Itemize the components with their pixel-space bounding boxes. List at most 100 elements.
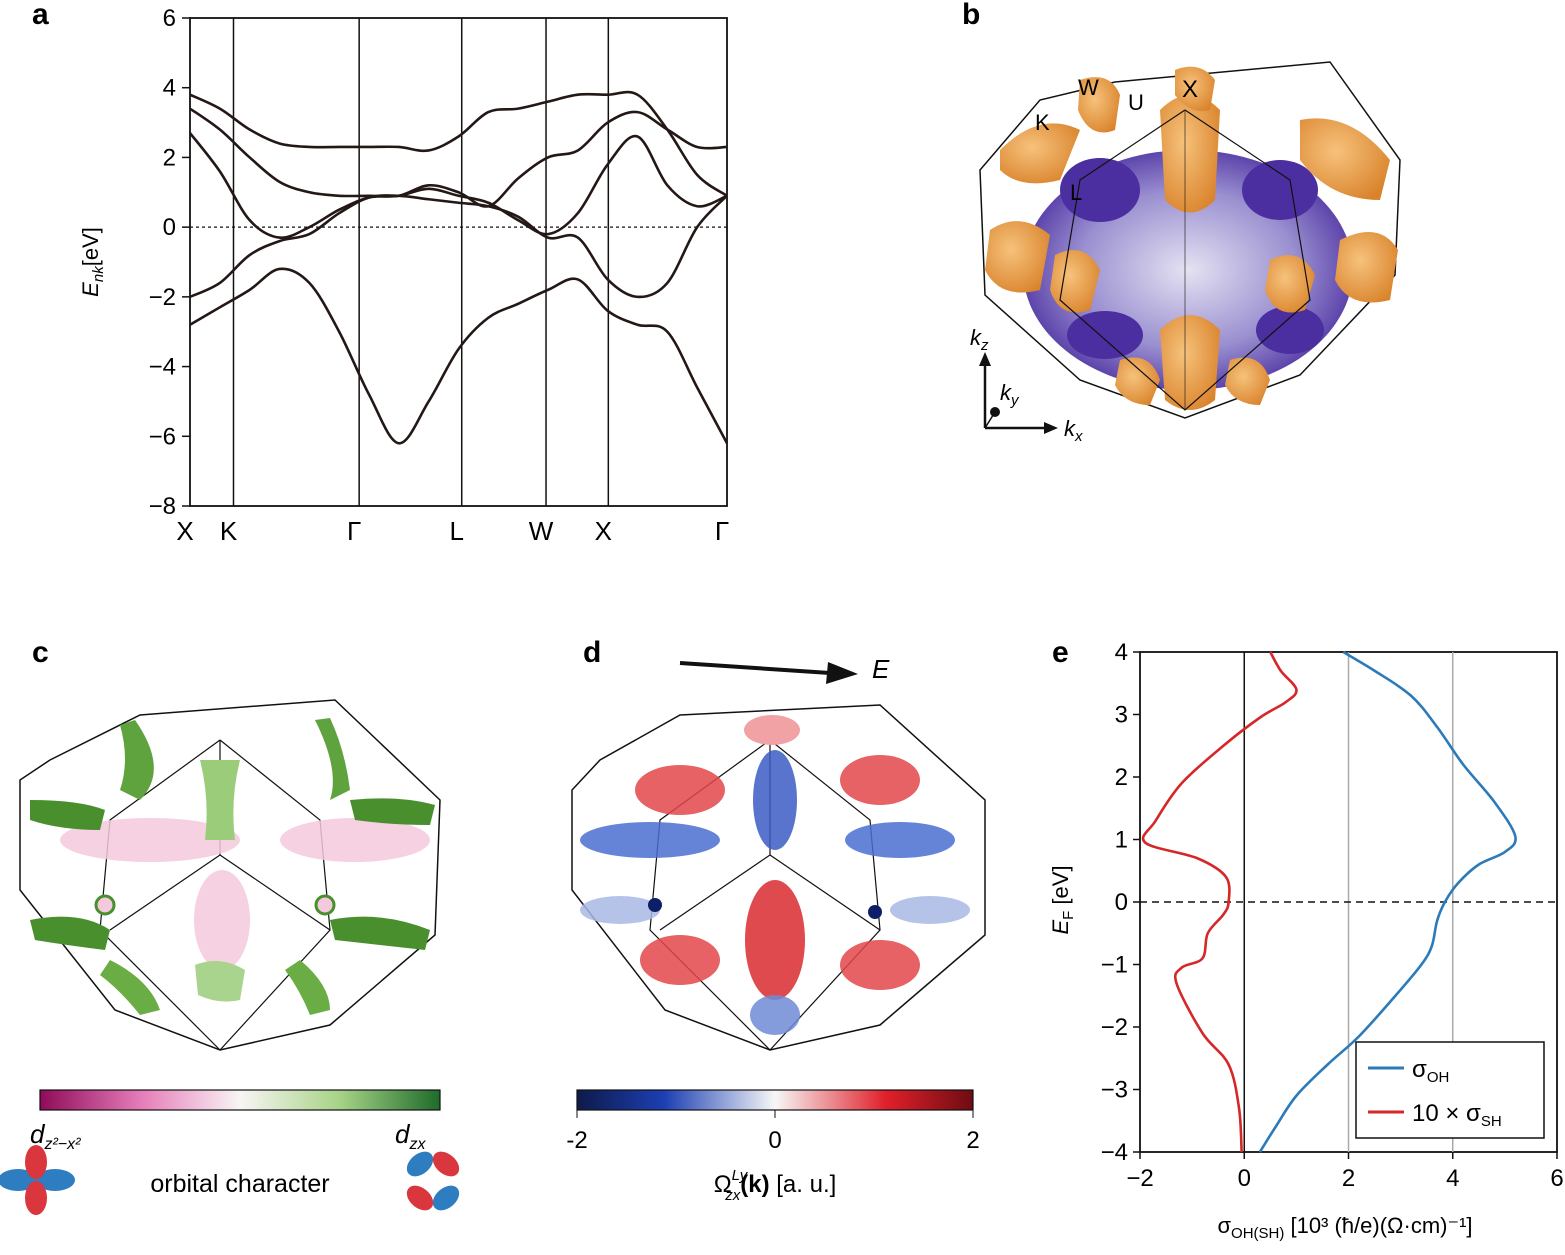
- brillouin-zone-outline: [979, 61, 1401, 419]
- orange-x-sheet: [1115, 357, 1160, 405]
- orbital-colorbar-bar: [39, 1089, 441, 1111]
- band-plot-frame: [189, 17, 728, 507]
- green-lobe: [285, 960, 330, 1015]
- orange-neck: [1160, 95, 1220, 213]
- band-y-tick-label: 2: [163, 144, 176, 171]
- dzx-orbital-icon: [406, 1151, 460, 1211]
- orange-x-sheet: [1335, 232, 1398, 303]
- bz-point-w: W: [1078, 75, 1099, 100]
- band-y-tick-label: −8: [149, 493, 176, 520]
- l-pocket: [1256, 306, 1324, 354]
- dark-pocket: [648, 898, 662, 912]
- bz-edge-d: [659, 854, 771, 931]
- green-lobe: [195, 961, 245, 1002]
- berry-tick-max: 2: [966, 1127, 979, 1154]
- bz-edge-c: [99, 739, 331, 1051]
- k-point-label: K: [220, 516, 238, 546]
- pink-lobe: [280, 818, 430, 862]
- pink-lobe: [194, 870, 250, 970]
- conductivity-x-tick-label: 6: [1550, 1165, 1563, 1192]
- band-y-tick-label: −4: [149, 354, 176, 381]
- conductivity-x-tick-label: −2: [1126, 1165, 1153, 1192]
- conductivity-y-tick-label: 2: [1115, 764, 1128, 791]
- pink-lobe: [60, 818, 240, 862]
- kz-arrowhead: [979, 352, 991, 366]
- electric-field-arrow: E: [679, 654, 890, 684]
- orange-neck: [1265, 255, 1315, 313]
- conductivity-y-tick-label: −3: [1101, 1077, 1128, 1104]
- band-y-tick-label: 0: [163, 214, 176, 241]
- dark-pocket: [868, 905, 882, 919]
- bz-point-x: X: [1182, 76, 1198, 103]
- berry-curvature-caption: ΩLy zx(k) [a. u.]: [714, 1167, 837, 1204]
- orange-x-sheet: [1000, 123, 1080, 184]
- orange-neck: [1050, 250, 1100, 313]
- legend-box: [1355, 1041, 1545, 1139]
- orange-x-sheet: [1300, 118, 1390, 200]
- orange-x-sheet: [1225, 357, 1270, 405]
- panel-label-c: c: [32, 636, 49, 669]
- conductivity-y-axis-label: EF [eV]: [1048, 865, 1077, 934]
- l-pocket: [1242, 160, 1318, 220]
- conductivity-plot: 4 3 2 1 0 −1 −2 −3 −4 −2 0 2 4 6 σOH 10 × σSH EF [eV…: [1048, 639, 1564, 1242]
- kx-arrowhead: [1044, 422, 1058, 434]
- k-point-label: W: [529, 516, 554, 546]
- conductivity-x-tick-label: 0: [1238, 1165, 1251, 1192]
- conductivity-y-tick-label: −4: [1101, 1139, 1128, 1166]
- red-lobe: [744, 715, 800, 745]
- green-lobe: [30, 800, 105, 830]
- berry-curvature-surface: [571, 704, 986, 1051]
- green-lobe: [200, 760, 240, 840]
- conductivity-y-tick-label: −1: [1101, 952, 1128, 979]
- conductivity-x-tick-label: 4: [1446, 1165, 1459, 1192]
- field-label: E: [872, 654, 890, 684]
- blue-lobe: [580, 822, 720, 858]
- orbital-colorbar: dz²−x² dzx orbital character: [0, 1089, 460, 1215]
- bz-point-l: L: [1070, 180, 1082, 205]
- red-lobe: [640, 935, 720, 985]
- sigma-oh-line: [1258, 650, 1517, 1153]
- conductivity-y-tick-label: 1: [1115, 827, 1128, 854]
- berry-tick-zero: 0: [768, 1127, 781, 1154]
- pocket-ring: [94, 894, 116, 916]
- band-y-axis-label: Enk[eV]: [78, 227, 107, 297]
- berry-colorbar-bar: [576, 1089, 974, 1111]
- green-lobe: [350, 798, 435, 825]
- legend-label-sigma-oh: σOH: [1412, 1056, 1449, 1086]
- k-point-label: X: [176, 516, 193, 546]
- blue-lobe: [750, 995, 800, 1035]
- kz-label: kz: [970, 325, 989, 354]
- panel-label-a: a: [32, 0, 49, 31]
- bz-point-u: U: [1128, 90, 1144, 115]
- conductivity-x-tick-label: 2: [1342, 1165, 1355, 1192]
- colorbar-left-label: dz²−x²: [30, 1119, 81, 1153]
- green-lobe: [30, 916, 110, 950]
- band-line: [189, 267, 729, 445]
- field-arrowhead: [826, 662, 858, 684]
- green-lobe: [330, 916, 430, 950]
- k-point-label: L: [449, 516, 463, 546]
- green-lobe: [100, 960, 160, 1015]
- band-y-tick-label: 4: [163, 75, 176, 102]
- green-lobe: [120, 720, 154, 800]
- blue-lobe: [845, 822, 955, 858]
- k-point-label: Γ: [715, 516, 729, 546]
- field-arrow-line: [679, 661, 831, 675]
- conductivity-x-axis-label: σOH(SH) [10³ (ħ/e)(Ω·cm)⁻¹]: [1217, 1213, 1472, 1242]
- conductivity-y-tick-label: 4: [1115, 639, 1128, 666]
- conductivity-legend: σOH 10 × σSH: [1355, 1041, 1545, 1139]
- l-pocket: [1067, 311, 1143, 359]
- conductivity-y-tick-label: 0: [1115, 889, 1128, 916]
- bz-edge-c: [109, 854, 221, 931]
- band-line: [188, 132, 728, 239]
- orange-neck: [1160, 315, 1220, 410]
- bz-edge-c: [219, 854, 331, 931]
- blue-lobe: [890, 896, 970, 924]
- ky-axis-line: [984, 411, 996, 429]
- orange-x-sheet: [1175, 66, 1215, 111]
- pocket-ring: [314, 894, 336, 916]
- conductivity-y-tick-label: 3: [1115, 702, 1128, 729]
- k-point-label: X: [595, 516, 612, 546]
